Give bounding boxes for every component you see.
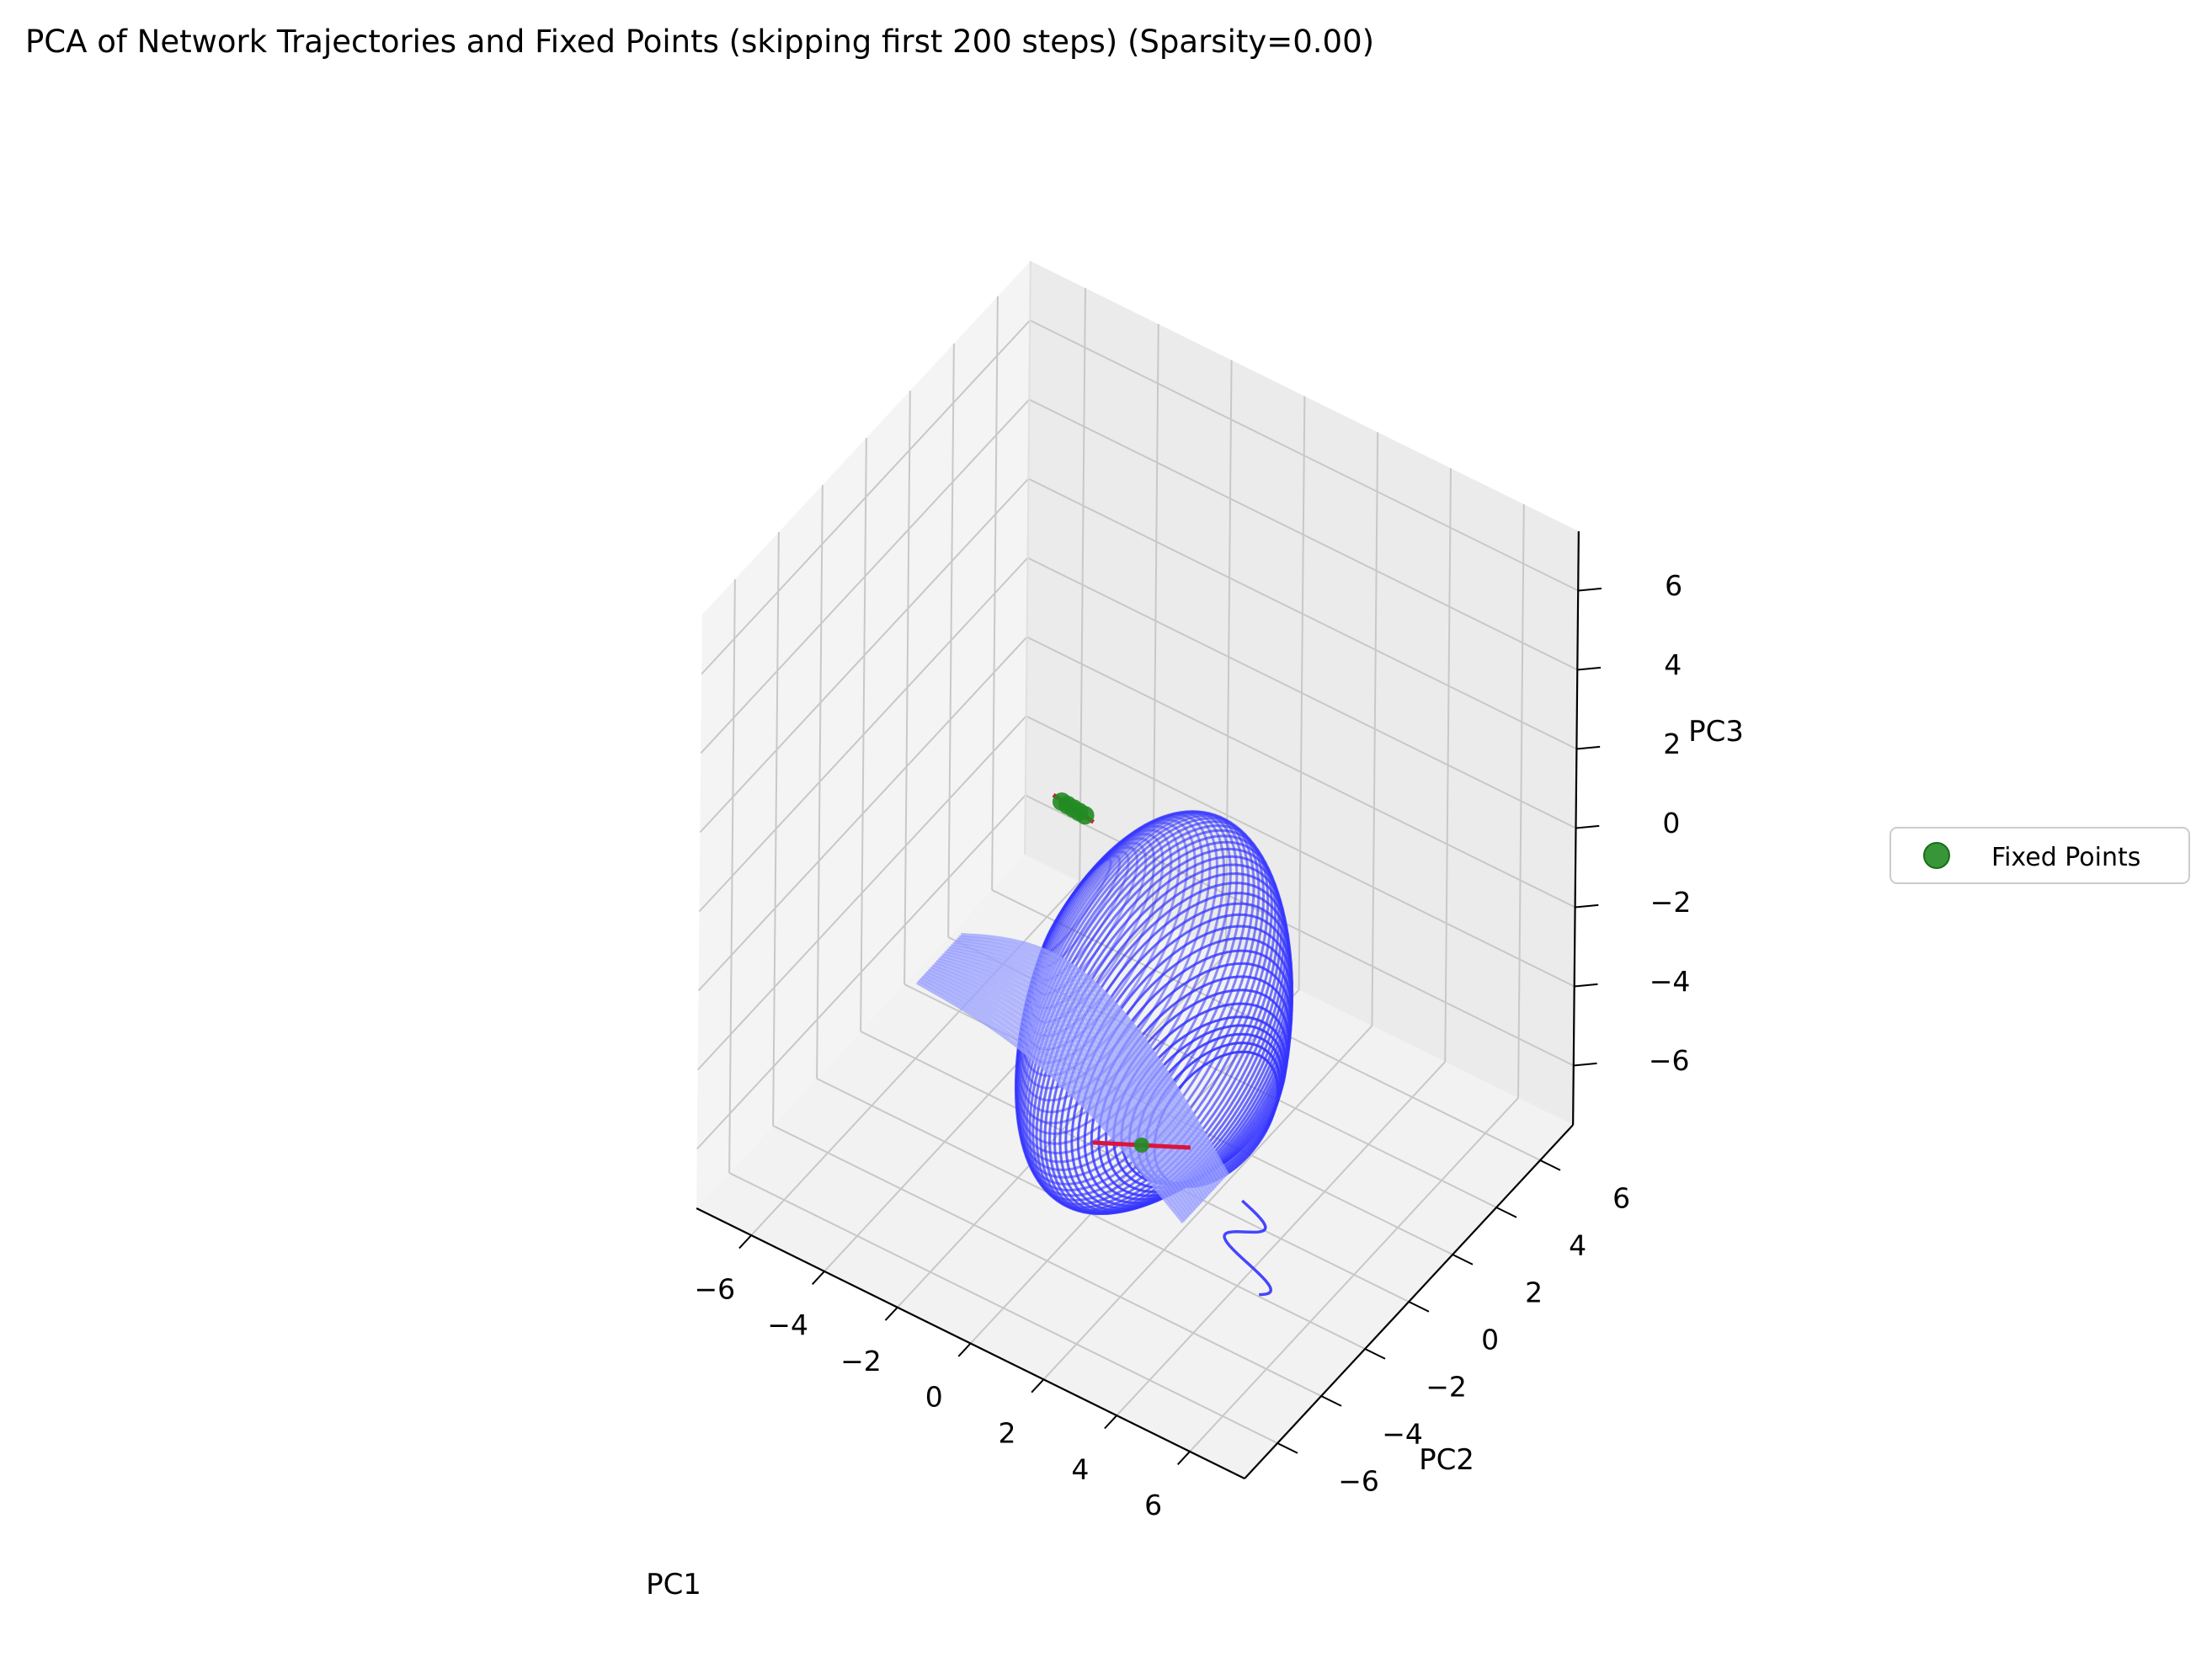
grid-line-z-back xyxy=(1025,794,1575,1067)
trajectory-sheet-line xyxy=(926,968,1197,1212)
x-axis-label: PC1 xyxy=(646,1568,701,1601)
z-tick-mark xyxy=(1575,903,1599,909)
z-tick-label: 0 xyxy=(1662,807,1680,839)
y-tick-label: −4 xyxy=(1382,1418,1423,1451)
y-axis-label: PC2 xyxy=(1419,1443,1474,1477)
fixed-points-series xyxy=(1052,792,1191,1154)
grid-line-z-back xyxy=(1026,715,1575,988)
z-tick-mark xyxy=(1575,824,1600,829)
z-tick-label: 2 xyxy=(1663,727,1681,760)
trajectory-sheet-line xyxy=(929,967,1198,1210)
grid-line-z-back xyxy=(1026,636,1576,909)
y-tick-mark xyxy=(1539,1159,1561,1171)
grid-line-y-floor xyxy=(772,1125,1322,1397)
y-tick-label: 0 xyxy=(1481,1324,1499,1356)
trajectory-sheet-line xyxy=(958,935,1228,1179)
x-tick-mark xyxy=(811,1271,825,1285)
trajectory-sheet-line xyxy=(961,933,1229,1176)
legend-frame xyxy=(1890,827,2190,884)
x-tick-mark xyxy=(884,1307,898,1321)
z-tick-mark xyxy=(1573,1062,1597,1067)
trajectory-sheet-line xyxy=(954,940,1223,1183)
trajectory-sheet-line xyxy=(933,962,1202,1206)
x-tick-label: −4 xyxy=(767,1308,808,1341)
x-tick-label: 0 xyxy=(925,1381,943,1414)
trajectory-sheet-line xyxy=(950,944,1219,1188)
z-tick-mark xyxy=(1574,983,1598,988)
z-tick-label: −4 xyxy=(1650,965,1691,998)
z-tick-label: −6 xyxy=(1649,1044,1690,1077)
z-tick-label: 6 xyxy=(1665,569,1682,602)
y-tick-label: −6 xyxy=(1338,1465,1379,1498)
trajectory-sheet-line xyxy=(956,937,1225,1180)
y-tick-mark xyxy=(1364,1348,1386,1360)
y-tick-label: 6 xyxy=(1612,1182,1630,1215)
trajectory-sheet-line xyxy=(918,978,1188,1222)
grid-line-z-left xyxy=(697,636,1028,992)
z-tick-mark xyxy=(1577,666,1602,671)
x-tick-label: 4 xyxy=(1071,1452,1089,1485)
trajectory-sheet-line xyxy=(947,946,1217,1190)
grid-line-z-left xyxy=(696,794,1026,1150)
x-tick-label: −2 xyxy=(840,1345,882,1378)
trajectory-sheet-line xyxy=(935,960,1204,1203)
fixed-point-marker xyxy=(1075,806,1095,825)
chart-title: PCA of Network Trajectories and Fixed Po… xyxy=(25,24,1374,60)
grid-line-y-floor xyxy=(728,1172,1278,1444)
y-tick-label: −2 xyxy=(1426,1371,1467,1404)
x-tick-mark xyxy=(738,1234,752,1250)
trajectory-sheet-line xyxy=(915,980,1186,1223)
x-tick-mark xyxy=(1104,1415,1117,1430)
x-tick-mark xyxy=(1176,1451,1191,1465)
y-tick-label: 2 xyxy=(1525,1276,1543,1309)
trajectory-sheet-line xyxy=(946,948,1215,1192)
grid-line-z-left xyxy=(701,319,1031,675)
grid-line-z-back xyxy=(1029,319,1579,592)
trajectory-sheet-line xyxy=(943,951,1213,1195)
legend-marker xyxy=(1923,842,1950,869)
y-tick-mark xyxy=(1452,1254,1474,1266)
z-tick-label: −2 xyxy=(1650,886,1692,919)
z-tick-label: 4 xyxy=(1664,648,1682,681)
z-tick-mark xyxy=(1576,745,1601,750)
x-tick-mark xyxy=(1031,1378,1045,1394)
z-tick-mark xyxy=(1578,587,1602,592)
trajectory-sheet-line xyxy=(922,973,1191,1217)
grid-line-z-left xyxy=(698,557,1029,913)
pane-edge xyxy=(1024,260,1031,855)
trajectory-sheet-line xyxy=(937,957,1207,1202)
x-tick-label: 6 xyxy=(1144,1489,1162,1521)
axes xyxy=(696,530,1602,1479)
y-tick-mark xyxy=(1495,1207,1517,1218)
y-tick-mark xyxy=(1277,1442,1298,1454)
y-tick-mark xyxy=(1408,1301,1430,1313)
x-tick-label: 2 xyxy=(999,1417,1016,1450)
grid-line-z-back xyxy=(1027,557,1576,829)
x-tick-mark xyxy=(957,1342,972,1357)
fixed-point-marker xyxy=(1133,1138,1149,1154)
legend: Fixed Points xyxy=(1890,827,2190,884)
grid-lines xyxy=(696,260,1579,1452)
y-tick-label: 4 xyxy=(1569,1229,1586,1262)
trajectory-sheet-line xyxy=(919,975,1190,1219)
trajectory-sheet-line xyxy=(925,971,1194,1215)
z-axis-label: PC3 xyxy=(1688,715,1744,749)
trajectory-series xyxy=(915,810,1294,1297)
trajectory-sheet-line xyxy=(939,955,1208,1199)
legend-label: Fixed Points xyxy=(1991,843,2140,872)
trajectory-sheet-line xyxy=(941,953,1211,1196)
trajectory-tail xyxy=(1223,1199,1273,1297)
grid-line-z-back xyxy=(1028,398,1578,671)
trajectory-sheet-line xyxy=(951,941,1221,1186)
y-tick-mark xyxy=(1320,1395,1342,1407)
grid-line-z-back xyxy=(1027,477,1577,750)
x-tick-label: −6 xyxy=(694,1272,735,1305)
grid-line-z-left xyxy=(699,477,1030,834)
grid-line-z-left xyxy=(700,398,1031,754)
grid-line-z-left xyxy=(696,715,1027,1071)
